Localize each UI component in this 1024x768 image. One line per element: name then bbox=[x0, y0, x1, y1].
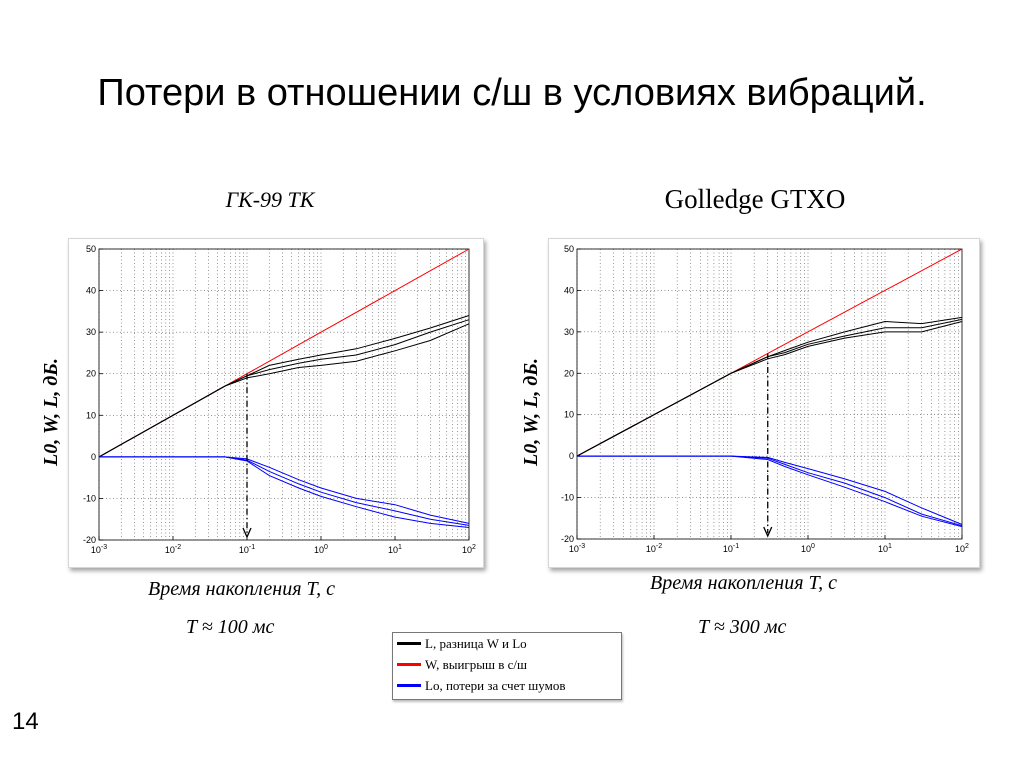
x-tick-label: 10-1 bbox=[239, 544, 255, 555]
legend-swatch-lo bbox=[397, 684, 421, 687]
y-axis-label-right: L0, W, L, дБ. bbox=[520, 358, 542, 466]
x-tick-label: 10-3 bbox=[91, 544, 107, 555]
series-line-l bbox=[576, 316, 963, 457]
x-tick-label: 10-3 bbox=[569, 543, 585, 554]
y-tick-label: 20 bbox=[86, 369, 96, 379]
y-tick-label: 10 bbox=[86, 410, 96, 420]
y-tick-label: 50 bbox=[564, 244, 574, 254]
plot-frame bbox=[576, 248, 963, 540]
series-line-lo bbox=[99, 456, 470, 526]
legend-label-l: L, разница W и Lo bbox=[425, 635, 527, 651]
x-tick-label: 101 bbox=[388, 544, 402, 555]
y-tick-label: -10 bbox=[561, 493, 574, 503]
series-line-l bbox=[98, 323, 470, 458]
series-line-lo bbox=[99, 456, 470, 524]
x-tick-label: 102 bbox=[955, 543, 969, 554]
chart-left: -20 -10 0 10 20 30 40 50 10-3 10-2 10-1 100 101 102 bbox=[68, 238, 484, 568]
y-tick-label: 20 bbox=[564, 368, 574, 378]
y-axis-label-left: L0, W, L, дБ. bbox=[40, 358, 62, 466]
legend-label-lo: Lo, потери за счет шумов bbox=[425, 677, 566, 693]
x-tick-label: 10-1 bbox=[723, 543, 739, 554]
page-number: 14 bbox=[12, 708, 39, 735]
y-tick-label: 40 bbox=[564, 285, 574, 295]
legend-item-w: W, выигрыш в с/ш bbox=[393, 654, 621, 675]
legend-swatch-l bbox=[397, 642, 421, 645]
plot-frame bbox=[98, 248, 470, 541]
slide-title: Потери в отношении с/ш в условиях вибрац… bbox=[97, 72, 927, 114]
chart-title-right: Golledge GTXO bbox=[664, 184, 846, 214]
y-tick-label: 30 bbox=[564, 327, 574, 337]
chart-right: -20 -10 0 10 20 30 40 50 10-3 10-2 10-1 100 101 102 bbox=[548, 238, 980, 568]
legend-swatch-w bbox=[397, 663, 421, 666]
y-tick-label: 0 bbox=[91, 452, 96, 462]
legend-item-lo: Lo, потери за счет шумов bbox=[393, 675, 621, 696]
series-line-l bbox=[576, 321, 963, 457]
chart-title-left: ГК-99 ТК bbox=[225, 187, 315, 212]
x-tick-label: 100 bbox=[314, 544, 328, 555]
grid bbox=[576, 248, 962, 540]
series-line-l bbox=[576, 318, 963, 457]
series-line-l bbox=[98, 319, 470, 458]
legend-item-l: L, разница W и Lo bbox=[393, 633, 621, 654]
x-axis-label-left: Время накопления T, с bbox=[148, 578, 336, 600]
series-line-lo bbox=[99, 456, 470, 528]
y-tick-label: 30 bbox=[86, 327, 96, 337]
series-line-lo bbox=[577, 455, 963, 525]
y-tick-label: 0 bbox=[569, 451, 574, 461]
y-tick-label: 10 bbox=[564, 410, 574, 420]
y-tick-label: -20 bbox=[561, 534, 574, 544]
legend-label-w: W, выигрыш в с/ш bbox=[425, 656, 528, 672]
time-annotation-right: T ≈ 300 мс bbox=[698, 616, 787, 638]
x-tick-label: 102 bbox=[462, 544, 476, 555]
y-tick-label: 50 bbox=[86, 244, 96, 254]
chart-plot-left: -20 -10 0 10 20 30 40 50 10-3 10-2 10-1 100 101 102 bbox=[83, 244, 476, 555]
time-annotation-left: T ≈ 100 мс bbox=[186, 616, 275, 638]
chart-plot-right: -20 -10 0 10 20 30 40 50 10-3 10-2 10-1 100 101 102 bbox=[561, 244, 969, 554]
grid bbox=[98, 248, 469, 541]
marker-arrow-icon bbox=[763, 526, 773, 538]
x-tick-label: 10-2 bbox=[165, 544, 181, 555]
series-line-lo bbox=[577, 455, 963, 527]
y-tick-label: -20 bbox=[83, 535, 96, 545]
legend: L, разница W и Lo W, выигрыш в с/ш Lo, п… bbox=[392, 632, 622, 700]
x-tick-label: 101 bbox=[878, 543, 892, 554]
y-tick-label: -10 bbox=[83, 493, 96, 503]
x-axis-label-right: Время накопления T, с bbox=[650, 572, 838, 594]
y-tick-label: 40 bbox=[86, 286, 96, 296]
x-tick-label: 10-2 bbox=[646, 543, 662, 554]
series-line-lo bbox=[577, 455, 963, 528]
x-tick-label: 100 bbox=[801, 543, 815, 554]
marker-arrow-icon bbox=[242, 527, 252, 539]
series-line-l bbox=[98, 315, 470, 458]
